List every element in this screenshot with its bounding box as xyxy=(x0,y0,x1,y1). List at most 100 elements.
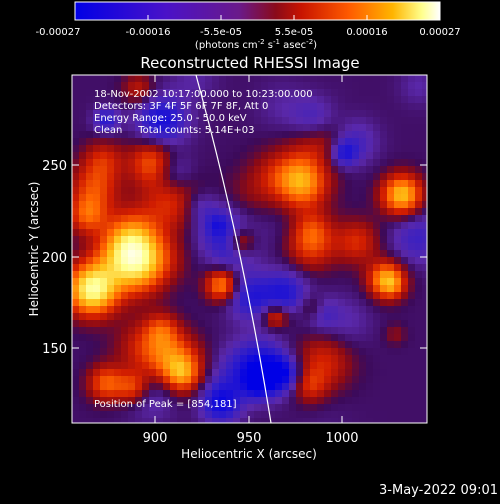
heatmap-pixel xyxy=(86,271,94,279)
heatmap-pixel xyxy=(226,306,234,314)
heatmap-pixel xyxy=(387,362,395,370)
heatmap-pixel xyxy=(282,236,290,244)
heatmap-pixel xyxy=(135,138,143,146)
heatmap-pixel xyxy=(317,194,325,202)
heatmap-pixel xyxy=(177,306,185,314)
heatmap-pixel xyxy=(359,117,367,125)
heatmap-pixel xyxy=(310,278,318,286)
heatmap-pixel xyxy=(226,194,234,202)
heatmap-pixel xyxy=(163,292,171,300)
heatmap-pixel xyxy=(170,159,178,167)
heatmap-pixel xyxy=(268,327,276,335)
heatmap-pixel xyxy=(86,313,94,321)
heatmap-pixel xyxy=(275,201,283,209)
heatmap-pixel xyxy=(415,334,423,342)
heatmap-pixel xyxy=(401,411,409,419)
heatmap-pixel xyxy=(170,341,178,349)
heatmap-pixel xyxy=(93,110,101,118)
colorbar-tick-label: 5.5e-05 xyxy=(275,27,313,38)
heatmap-pixel xyxy=(261,166,269,174)
heatmap-pixel xyxy=(226,152,234,160)
heatmap-pixel xyxy=(163,89,171,97)
heatmap-pixel xyxy=(219,89,227,97)
heatmap-pixel xyxy=(338,299,346,307)
heatmap-pixel xyxy=(93,278,101,286)
heatmap-pixel xyxy=(72,187,80,195)
heatmap-pixel xyxy=(156,201,164,209)
heatmap-pixel xyxy=(247,369,255,377)
heatmap-pixel xyxy=(415,285,423,293)
heatmap-pixel xyxy=(247,362,255,370)
heatmap-pixel xyxy=(121,397,129,405)
heatmap-pixel xyxy=(79,131,87,139)
heatmap-pixel xyxy=(219,327,227,335)
heatmap-pixel xyxy=(156,166,164,174)
heatmap-pixel xyxy=(408,103,416,111)
heatmap-pixel xyxy=(380,271,388,279)
heatmap-pixel xyxy=(254,257,262,265)
heatmap-pixel xyxy=(387,369,395,377)
heatmap-pixel xyxy=(317,96,325,104)
heatmap-pixel xyxy=(296,313,304,321)
heatmap-pixel xyxy=(121,145,129,153)
heatmap-pixel xyxy=(254,75,262,83)
heatmap-pixel xyxy=(93,334,101,342)
heatmap-pixel xyxy=(317,117,325,125)
heatmap-pixel xyxy=(331,159,339,167)
heatmap-pixel xyxy=(240,159,248,167)
heatmap-pixel xyxy=(422,201,427,209)
heatmap-pixel xyxy=(226,222,234,230)
heatmap-pixel xyxy=(401,117,409,125)
heatmap-pixel xyxy=(331,306,339,314)
heatmap-pixel xyxy=(261,159,269,167)
heatmap-pixel xyxy=(338,124,346,132)
heatmap-pixel xyxy=(401,257,409,265)
heatmap-pixel xyxy=(317,159,325,167)
heatmap-pixel xyxy=(240,341,248,349)
heatmap-pixel xyxy=(352,236,360,244)
heatmap-pixel xyxy=(324,390,332,398)
heatmap-pixel xyxy=(359,278,367,286)
heatmap-pixel xyxy=(303,82,311,90)
heatmap-pixel xyxy=(107,110,115,118)
heatmap-pixel xyxy=(226,285,234,293)
heatmap-pixel xyxy=(261,313,269,321)
heatmap-pixel xyxy=(135,180,143,188)
heatmap-pixel xyxy=(170,201,178,209)
heatmap-pixel xyxy=(359,138,367,146)
heatmap-pixel xyxy=(184,369,192,377)
heatmap-pixel xyxy=(86,89,94,97)
heatmap-pixel xyxy=(359,376,367,384)
heatmap-pixel xyxy=(380,292,388,300)
heatmap-pixel xyxy=(191,152,199,160)
heatmap-pixel xyxy=(296,327,304,335)
heatmap-pixel xyxy=(100,257,108,265)
heatmap-pixel xyxy=(135,96,143,104)
heatmap-pixel xyxy=(156,236,164,244)
heatmap-pixel xyxy=(184,250,192,258)
heatmap-pixel xyxy=(345,411,353,419)
heatmap-pixel xyxy=(338,306,346,314)
heatmap-pixel xyxy=(268,187,276,195)
heatmap-pixel xyxy=(261,173,269,181)
heatmap-pixel xyxy=(296,222,304,230)
heatmap-pixel xyxy=(366,404,374,412)
heatmap-pixel xyxy=(128,411,136,419)
heatmap-pixel xyxy=(240,173,248,181)
heatmap-pixel xyxy=(338,257,346,265)
heatmap-pixel xyxy=(275,187,283,195)
heatmap-pixel xyxy=(247,124,255,132)
heatmap-pixel xyxy=(254,418,262,423)
heatmap-pixel xyxy=(163,138,171,146)
heatmap-pixel xyxy=(128,264,136,272)
heatmap-pixel xyxy=(184,334,192,342)
heatmap-pixel xyxy=(198,313,206,321)
heatmap-pixel xyxy=(191,229,199,237)
heatmap-pixel xyxy=(72,383,80,391)
heatmap-pixel xyxy=(345,418,353,423)
heatmap-pixel xyxy=(254,82,262,90)
heatmap-pixel xyxy=(401,418,409,423)
heatmap-pixel xyxy=(149,292,157,300)
heatmap-pixel xyxy=(415,89,423,97)
heatmap-pixel xyxy=(170,222,178,230)
